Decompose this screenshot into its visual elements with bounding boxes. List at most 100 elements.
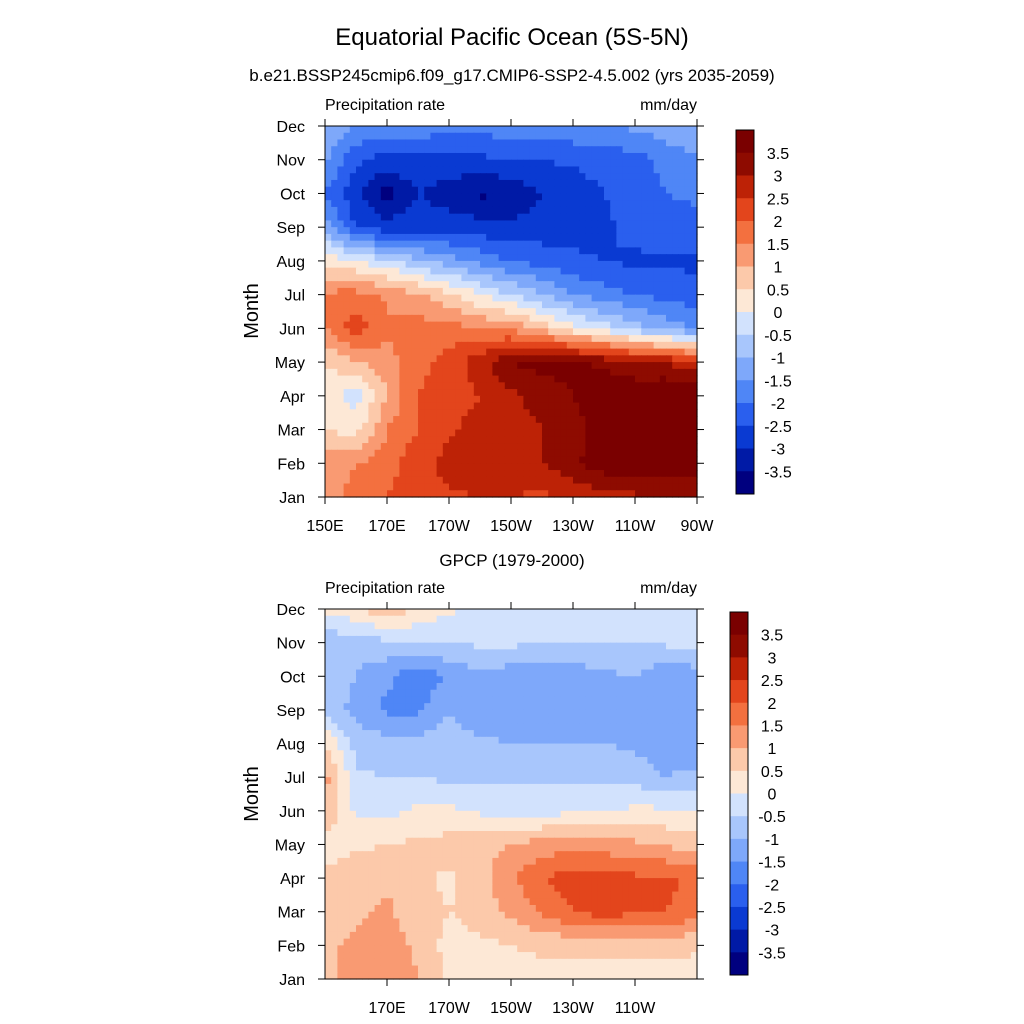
model-field-cell bbox=[622, 146, 630, 154]
model-field-cell bbox=[343, 449, 351, 458]
gpcp-field-cell bbox=[622, 622, 630, 630]
model-field-cell bbox=[610, 186, 617, 195]
model-field-cell bbox=[387, 355, 394, 363]
model-field-cell bbox=[449, 490, 456, 498]
model-field-cell bbox=[504, 213, 512, 222]
model-field-cell bbox=[616, 193, 624, 201]
model-field-cell bbox=[542, 267, 549, 275]
model-field-cell bbox=[480, 294, 487, 302]
model-field-cell bbox=[393, 483, 400, 491]
model-colorbar-box bbox=[736, 152, 754, 176]
model-field-cell bbox=[362, 193, 369, 201]
model-field-cell bbox=[566, 227, 574, 235]
model-field-cell bbox=[455, 233, 462, 242]
model-field-cell bbox=[535, 254, 543, 262]
model-field-cell bbox=[343, 267, 351, 275]
model-colorbar-box bbox=[736, 130, 754, 154]
gpcp-field-cell bbox=[362, 703, 369, 711]
model-field-cell bbox=[610, 456, 617, 464]
model-field-cell bbox=[585, 422, 593, 431]
model-field-cell bbox=[672, 301, 679, 309]
model-field-cell bbox=[331, 267, 338, 275]
model-field-cell bbox=[610, 362, 617, 370]
gpcp-field-cell bbox=[579, 770, 586, 778]
gpcp-field-cell bbox=[424, 696, 431, 704]
model-ytick-label: Mar bbox=[277, 423, 305, 440]
model-field-cell bbox=[560, 483, 568, 491]
model-field-cell bbox=[604, 389, 611, 397]
model-field-cell bbox=[399, 146, 407, 154]
model-field-cell bbox=[529, 254, 537, 262]
model-field-cell bbox=[424, 240, 431, 249]
model-field-cell bbox=[455, 294, 462, 302]
model-field-cell bbox=[579, 267, 586, 275]
model-field-cell bbox=[461, 173, 469, 181]
model-field-cell bbox=[480, 429, 487, 437]
model-field-cell bbox=[604, 159, 611, 168]
gpcp-field-cell bbox=[548, 757, 555, 765]
model-field-cell bbox=[387, 139, 394, 147]
gpcp-field-cell bbox=[430, 770, 438, 778]
model-field-cell bbox=[610, 476, 617, 485]
gpcp-field-cell bbox=[486, 770, 493, 778]
model-field-cell bbox=[374, 409, 382, 417]
model-field-cell bbox=[659, 247, 667, 255]
model-field-cell bbox=[325, 335, 332, 343]
model-field-cell bbox=[542, 132, 549, 141]
model-field-cell bbox=[622, 449, 630, 458]
model-field-cell bbox=[349, 294, 357, 302]
model-field-cell bbox=[548, 233, 555, 242]
model-field-cell bbox=[635, 490, 642, 498]
model-field-cell bbox=[604, 166, 611, 174]
model-field-cell bbox=[473, 166, 481, 174]
model-field-cell bbox=[684, 436, 692, 444]
model-field-cell bbox=[641, 179, 648, 188]
model-field-cell bbox=[362, 179, 369, 188]
model-field-cell bbox=[597, 483, 605, 491]
model-field-cell bbox=[610, 463, 617, 471]
model-field-cell bbox=[666, 348, 673, 356]
model-field-cell bbox=[436, 470, 444, 478]
model-field-cell bbox=[374, 436, 382, 444]
model-field-cell bbox=[511, 179, 518, 188]
gpcp-field-cell bbox=[337, 649, 345, 657]
model-field-cell bbox=[430, 173, 438, 181]
gpcp-field-cell bbox=[635, 777, 642, 785]
gpcp-field-cell bbox=[461, 662, 469, 671]
model-field-cell bbox=[374, 139, 382, 147]
model-field-cell bbox=[325, 456, 332, 464]
model-field-cell bbox=[387, 294, 394, 302]
gpcp-field-cell bbox=[535, 635, 543, 644]
gpcp-field-cell bbox=[442, 635, 450, 644]
gpcp-field-cell bbox=[480, 709, 487, 718]
gpcp-field-cell bbox=[542, 656, 549, 664]
model-field-cell bbox=[635, 146, 642, 154]
model-field-cell bbox=[399, 456, 407, 464]
gpcp-field-cell bbox=[349, 635, 357, 644]
model-field-cell bbox=[585, 179, 593, 188]
model-field-cell bbox=[659, 463, 667, 471]
gpcp-field-cell bbox=[647, 669, 655, 677]
model-field-cell bbox=[393, 389, 400, 397]
model-field-cell bbox=[641, 335, 648, 343]
gpcp-field-cell bbox=[511, 683, 518, 691]
model-field-cell bbox=[604, 429, 611, 437]
gpcp-field-cell bbox=[442, 730, 450, 738]
model-field-cell bbox=[473, 463, 481, 471]
gpcp-field-cell bbox=[647, 656, 655, 664]
model-field-cell bbox=[573, 240, 580, 249]
model-field-cell bbox=[529, 267, 537, 275]
gpcp-field-cell bbox=[380, 730, 388, 738]
model-field-cell bbox=[554, 402, 562, 410]
model-field-cell bbox=[517, 186, 524, 195]
model-field-cell bbox=[511, 335, 518, 343]
model-field-cell bbox=[424, 402, 431, 410]
model-field-cell bbox=[604, 139, 611, 147]
gpcp-field-cell bbox=[622, 743, 630, 751]
gpcp-field-cell bbox=[622, 635, 630, 644]
model-field-cell bbox=[430, 220, 438, 228]
model-field-cell bbox=[473, 341, 481, 350]
model-field-cell bbox=[430, 247, 438, 255]
model-field-cell bbox=[449, 139, 456, 147]
model-field-cell bbox=[368, 436, 376, 444]
